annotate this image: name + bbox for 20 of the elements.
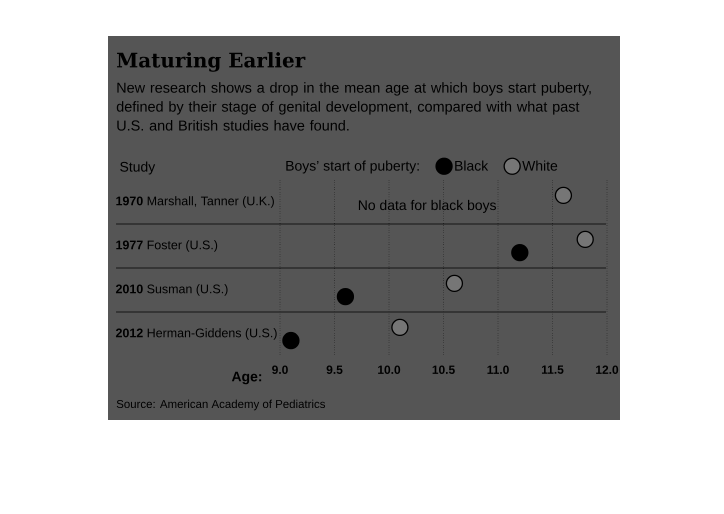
x-tick-label: 9.0 <box>272 366 288 374</box>
annotation: No data for black boys <box>358 200 496 213</box>
legend-label: Black <box>455 160 488 171</box>
x-tick-label: 9.5 <box>326 366 342 374</box>
x-tick-label: 11.5 <box>542 366 564 374</box>
x-tick-label: 10.5 <box>432 366 455 374</box>
y-tick-label: 2010 Susman (U.S.) <box>116 284 228 296</box>
x-tick-label: 12.0 <box>596 366 618 374</box>
legend-title: Boys’ start of puberty: <box>286 160 419 174</box>
source-note: Source: American Academy of Pediatrics <box>116 400 326 410</box>
x-tick-label: 11.0 <box>487 366 509 374</box>
legend-label: White <box>522 160 558 171</box>
chart-subtitle: New research shows a drop in the mean age at which boys start puberty, defined by their stage of genital development, compared with what past U.S. and British studies have found. <box>116 82 591 131</box>
x-axis-title: Age: <box>232 372 262 384</box>
y-tick-label: 2012 Herman-Giddens (U.S.) <box>116 328 277 340</box>
y-tick-label: 1977 Foster (U.S.) <box>116 240 218 252</box>
y-tick-label: 1970 Marshall, Tanner (U.K.) <box>116 196 274 208</box>
chart-title: Maturing Earlier <box>117 52 306 72</box>
x-tick-label: 10.0 <box>378 366 400 374</box>
y-axis-title: Study <box>120 161 156 174</box>
